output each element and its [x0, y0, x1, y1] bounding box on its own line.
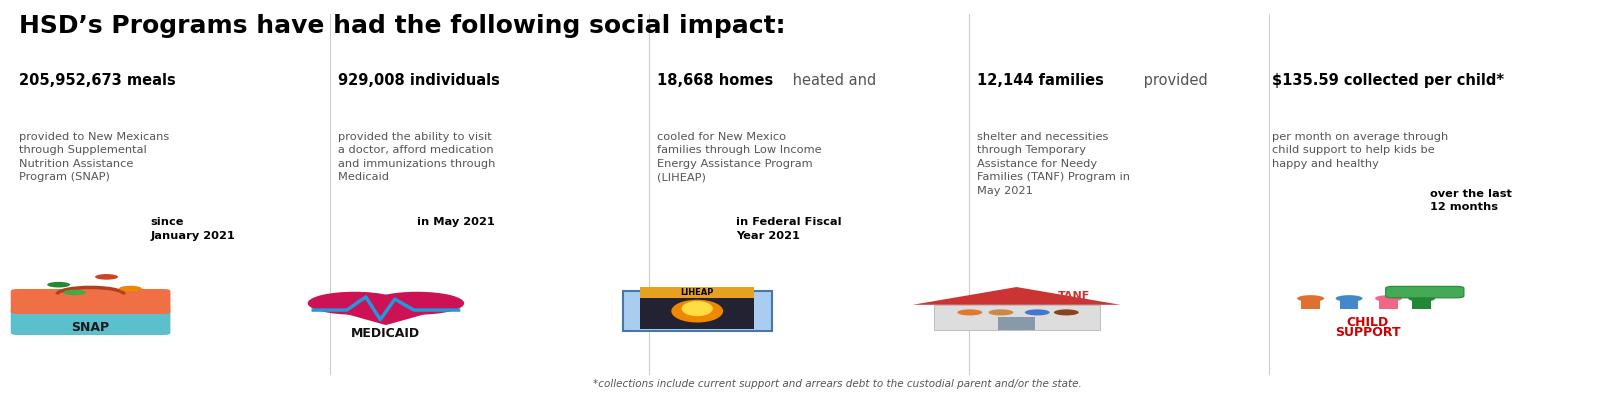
- Bar: [641, 287, 755, 299]
- Circle shape: [370, 292, 465, 315]
- Text: $135.59 collected per child*: $135.59 collected per child*: [1272, 73, 1504, 88]
- Polygon shape: [913, 287, 1120, 305]
- Text: provided: provided: [1139, 73, 1208, 88]
- FancyBboxPatch shape: [1386, 286, 1464, 298]
- Circle shape: [1054, 309, 1078, 316]
- Text: TANF: TANF: [1057, 291, 1089, 301]
- Circle shape: [119, 286, 143, 291]
- Bar: [1379, 298, 1399, 308]
- Bar: [1413, 298, 1431, 308]
- Text: provided the ability to visit
a doctor, afford medication
and immunizations thro: provided the ability to visit a doctor, …: [338, 131, 495, 183]
- Circle shape: [1298, 295, 1325, 302]
- Circle shape: [1336, 295, 1363, 302]
- Ellipse shape: [682, 301, 713, 316]
- Ellipse shape: [671, 300, 723, 323]
- Text: SUPPORT: SUPPORT: [1334, 326, 1400, 339]
- Bar: [934, 305, 1099, 330]
- Circle shape: [62, 290, 87, 295]
- Bar: [998, 318, 1035, 330]
- Text: since
January 2021: since January 2021: [151, 217, 235, 241]
- Circle shape: [1375, 295, 1402, 302]
- Bar: [641, 296, 755, 329]
- Text: CHILD: CHILD: [1347, 316, 1389, 329]
- Text: heated and: heated and: [788, 73, 876, 88]
- Bar: [1339, 298, 1358, 308]
- Circle shape: [1408, 295, 1435, 302]
- Text: in May 2021: in May 2021: [417, 217, 495, 227]
- Text: per month on average through
child support to help kids be
happy and healthy: per month on average through child suppo…: [1272, 131, 1448, 169]
- Text: HSD’s Programs have had the following social impact:: HSD’s Programs have had the following so…: [19, 15, 785, 38]
- FancyBboxPatch shape: [11, 289, 170, 314]
- Text: 205,952,673 meals: 205,952,673 meals: [19, 73, 176, 88]
- Circle shape: [958, 309, 982, 316]
- Text: SNAP: SNAP: [72, 321, 109, 334]
- Polygon shape: [308, 303, 465, 325]
- Text: 929,008 individuals: 929,008 individuals: [338, 73, 500, 88]
- Text: *collections include current support and arrears debt to the custodial parent an: *collections include current support and…: [593, 379, 1083, 389]
- Circle shape: [988, 309, 1014, 316]
- Circle shape: [46, 282, 70, 287]
- FancyBboxPatch shape: [11, 307, 170, 335]
- Text: in Federal Fiscal
Year 2021: in Federal Fiscal Year 2021: [737, 217, 843, 241]
- Bar: [623, 291, 772, 331]
- Bar: [1301, 298, 1320, 308]
- Text: cooled for New Mexico
families through Low Income
Energy Assistance Program
(LIH: cooled for New Mexico families through L…: [657, 131, 822, 183]
- Circle shape: [95, 274, 119, 280]
- Text: shelter and necessities
through Temporary
Assistance for Needy
Families (TANF) P: shelter and necessities through Temporar…: [977, 131, 1129, 196]
- Text: 18,668 homes: 18,668 homes: [657, 73, 774, 88]
- Text: MEDICAID: MEDICAID: [351, 327, 420, 340]
- Text: 12,144 families: 12,144 families: [977, 73, 1104, 88]
- Circle shape: [308, 292, 402, 315]
- Circle shape: [1025, 309, 1049, 316]
- Text: provided to New Mexicans
through Supplemental
Nutrition Assistance
Program (SNAP: provided to New Mexicans through Supplem…: [19, 131, 168, 183]
- Text: over the last
12 months: over the last 12 months: [1431, 188, 1512, 212]
- Text: LIHEAP: LIHEAP: [681, 288, 714, 297]
